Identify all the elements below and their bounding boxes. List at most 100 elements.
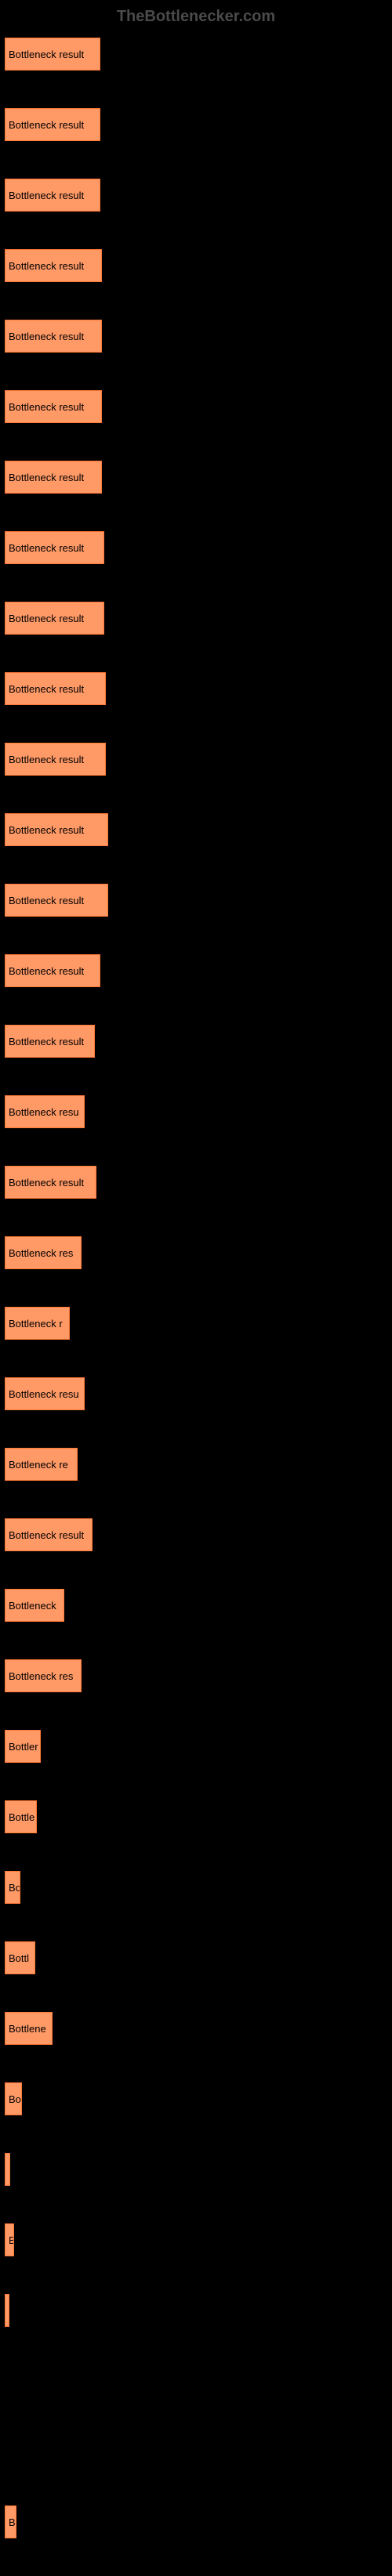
bar-label: Bottleneck result: [9, 401, 84, 413]
bar-row: Bottleneck result: [5, 461, 387, 494]
bar: Bottleneck result: [5, 602, 104, 635]
bar: Bottleneck res: [5, 1236, 82, 1269]
bar-row: Bottleneck result: [5, 108, 387, 141]
bar-label: Bottleneck result: [9, 754, 84, 765]
bar-label: Bottleneck: [9, 1600, 56, 1612]
bar-chart: Bottleneck result Bottleneck result Bottle…: [0, 38, 392, 2538]
bar-row: Bottleneck result: [5, 1518, 387, 1551]
bar-row: Bo: [5, 1871, 387, 1904]
bar-label: Bottleneck result: [9, 542, 84, 554]
bar-row: Bottleneck result: [5, 531, 387, 564]
bar-row: Bottleneck result: [5, 602, 387, 635]
bar-row: [5, 2153, 387, 2186]
bar-row: Bo: [5, 2082, 387, 2115]
bar-row: Bottleneck resu: [5, 1095, 387, 1128]
bar-row: Bottler: [5, 1730, 387, 1763]
bar-row: Bottl: [5, 1941, 387, 1974]
bar-row: Bottlene: [5, 2012, 387, 2045]
bar-label: Bottleneck result: [9, 1529, 84, 1541]
bar-row: Bottleneck result: [5, 743, 387, 776]
bar-row: [5, 2435, 387, 2468]
bar-label: Bottleneck result: [9, 119, 84, 131]
bar-label: Bottleneck res: [9, 1670, 73, 1682]
bar-label: Bottleneck resu: [9, 1106, 79, 1118]
bar-row: Bottleneck re: [5, 1448, 387, 1481]
bar: Bottleneck result: [5, 531, 104, 564]
bar-row: Bottleneck result: [5, 320, 387, 353]
bar-label: Bottleneck result: [9, 613, 84, 624]
bar: B: [5, 2223, 14, 2256]
bar: [5, 2153, 10, 2186]
bar-label: Bottle: [9, 1811, 34, 1823]
bar: Bottle: [5, 1800, 37, 1833]
bar: Bottl: [5, 1941, 35, 1974]
bar-row: Bottleneck result: [5, 884, 387, 917]
bar: Bottleneck result: [5, 672, 106, 705]
bar-row: Bottleneck r: [5, 1307, 387, 1340]
bar-row: Bottleneck result: [5, 38, 387, 71]
bar: Bo: [5, 2082, 22, 2115]
bar: Bottleneck result: [5, 390, 102, 423]
bar-row: B: [5, 2223, 387, 2256]
bar-label: Bottleneck result: [9, 260, 84, 272]
bar-label: Bottleneck re: [9, 1459, 68, 1471]
bar: Bottleneck result: [5, 179, 100, 212]
bar: Bottleneck result: [5, 320, 102, 353]
bar: Bottleneck result: [5, 954, 100, 987]
bar: Bottleneck result: [5, 1025, 95, 1058]
bar-row: [5, 2294, 387, 2327]
bar-label: Bottleneck result: [9, 49, 84, 60]
bar-label: Bo: [9, 1882, 20, 1894]
bar-label: Bottleneck result: [9, 824, 84, 836]
bar-label: Bottleneck res: [9, 1247, 73, 1259]
bar-label: B: [9, 2516, 16, 2528]
bar-row: Bottleneck result: [5, 1166, 387, 1199]
bar-label: Bottleneck result: [9, 190, 84, 201]
bar: Bottleneck re: [5, 1448, 78, 1481]
bar-label: Bottl: [9, 1952, 29, 1964]
bar: Bottleneck result: [5, 1518, 93, 1551]
bar-label: Bottleneck result: [9, 1036, 84, 1047]
bar: Bottleneck result: [5, 743, 106, 776]
bar-label: Bottleneck result: [9, 331, 84, 342]
bar-row: Bottleneck res: [5, 1236, 387, 1269]
bar-row: Bottle: [5, 1800, 387, 1833]
bar-label: Bottleneck resu: [9, 1388, 79, 1400]
bar-row: Bottleneck res: [5, 1659, 387, 1692]
bar-row: [5, 2364, 387, 2397]
bar-label: Bo: [9, 2093, 21, 2105]
bar-label: B: [9, 2234, 14, 2246]
bar: Bottleneck: [5, 1589, 64, 1622]
bar-label: Bottleneck result: [9, 895, 84, 906]
bar-row: Bottleneck result: [5, 179, 387, 212]
bar: Bo: [5, 1871, 20, 1904]
bar: Bottleneck result: [5, 38, 100, 71]
bar-row: Bottleneck result: [5, 954, 387, 987]
bar-label: Bottleneck result: [9, 965, 84, 977]
bar-label: Bottlene: [9, 2023, 46, 2035]
bar-label: Bottleneck result: [9, 1177, 84, 1189]
bar: Bottler: [5, 1730, 41, 1763]
bar-row: Bottleneck resu: [5, 1377, 387, 1410]
bar-row: Bottleneck result: [5, 249, 387, 282]
bar: Bottleneck resu: [5, 1095, 85, 1128]
bar: Bottleneck result: [5, 1166, 96, 1199]
bar-row: B: [5, 2505, 387, 2538]
bar-label: Bottleneck r: [9, 1318, 63, 1330]
bar-row: Bottleneck: [5, 1589, 387, 1622]
bar: B: [5, 2505, 16, 2538]
bar: Bottlene: [5, 2012, 53, 2045]
bar-row: Bottleneck result: [5, 672, 387, 705]
bar-label: Bottleneck result: [9, 683, 84, 695]
bar: Bottleneck result: [5, 813, 108, 846]
bar: Bottleneck res: [5, 1659, 82, 1692]
bar: Bottleneck resu: [5, 1377, 85, 1410]
bar-label: Bottler: [9, 1741, 38, 1753]
bar: Bottleneck r: [5, 1307, 70, 1340]
watermark-text: TheBottlenecker.com: [0, 8, 392, 26]
bar: [5, 2294, 9, 2327]
bar-row: Bottleneck result: [5, 813, 387, 846]
bar: Bottleneck result: [5, 108, 100, 141]
bar-label: Bottleneck result: [9, 472, 84, 483]
bar: Bottleneck result: [5, 461, 102, 494]
